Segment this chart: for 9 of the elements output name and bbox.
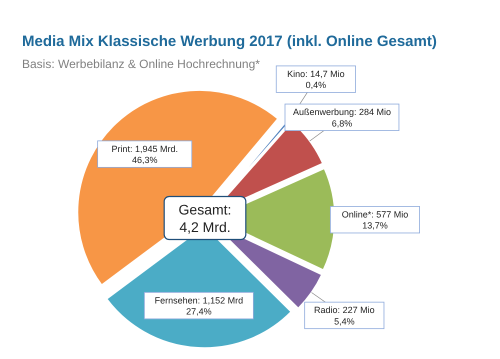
slice-label: Radio: 227 Mio 5,4% [314, 305, 375, 326]
slice-label: Außenwerbung: 284 Mio 6,8% [292, 107, 392, 128]
slice-label: Fernsehen: 1,152 Mrd 27,4% [154, 295, 244, 317]
text: Gesamt: 4,2 Mrd. [178, 202, 232, 235]
slice-label: Print: 1,945 Mrd. 46,3% [111, 144, 178, 166]
chart-title: Media Mix Klassische Werbung 2017 (inkl. Online Gesamt) [22, 33, 437, 50]
chart-subtitle: Basis: Werbebilanz & Online Hochrechnung* [22, 57, 260, 71]
slice-label: Online*: 577 Mio 13,7% [342, 209, 408, 231]
slice-label: Kino: 14,7 Mio 0,4% [287, 68, 345, 90]
